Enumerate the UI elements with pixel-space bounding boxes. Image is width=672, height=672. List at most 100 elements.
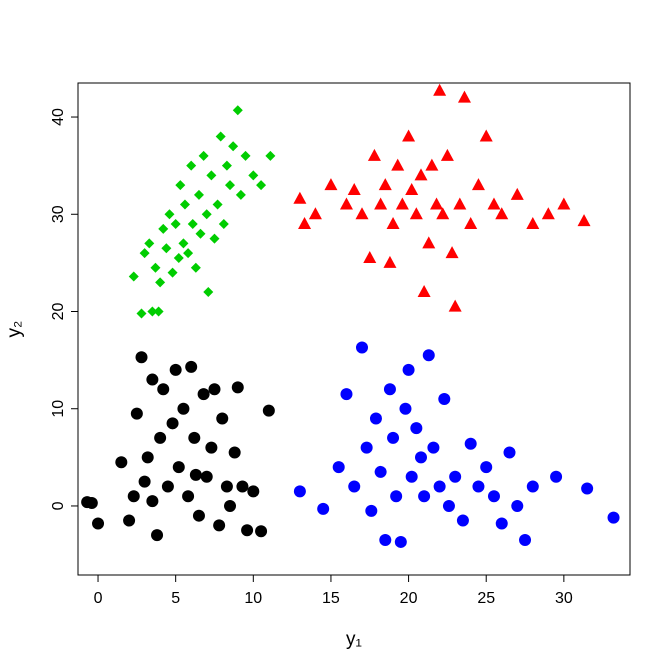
point [115, 456, 128, 469]
point [225, 180, 236, 191]
point [187, 218, 198, 229]
point [480, 461, 493, 474]
point [374, 465, 387, 478]
point [581, 482, 594, 495]
y-tick-label: 30 [50, 205, 67, 223]
point [231, 381, 244, 394]
point [232, 105, 243, 116]
point [170, 218, 181, 229]
x-tick-label: 20 [400, 590, 418, 607]
point [186, 160, 197, 171]
point [150, 262, 161, 273]
point [166, 417, 179, 430]
point [472, 480, 485, 493]
point [383, 383, 396, 396]
point [128, 271, 139, 282]
point [85, 497, 98, 510]
point [146, 495, 159, 508]
point [151, 529, 164, 542]
point [383, 255, 397, 268]
point [347, 182, 361, 195]
point [224, 499, 237, 512]
point [293, 191, 307, 204]
point [183, 248, 194, 259]
point [487, 197, 501, 210]
point [208, 383, 221, 396]
point [526, 216, 540, 229]
point [430, 197, 444, 210]
point [247, 485, 260, 498]
point [209, 233, 220, 244]
point [175, 180, 186, 191]
point [422, 236, 436, 249]
point [155, 277, 166, 288]
point [379, 533, 392, 546]
point [367, 148, 381, 161]
point [607, 511, 620, 524]
point [192, 509, 205, 522]
point [262, 404, 275, 417]
plot-frame [77, 82, 631, 576]
point [453, 197, 467, 210]
point [203, 287, 214, 298]
point [442, 499, 455, 512]
point [228, 141, 239, 152]
point [123, 514, 136, 527]
point [298, 216, 312, 229]
point [212, 199, 223, 210]
y-tick-label: 40 [50, 108, 67, 126]
point [402, 363, 415, 376]
point [526, 480, 539, 493]
point [456, 514, 469, 527]
point [205, 441, 218, 454]
point [438, 393, 451, 406]
point [144, 238, 155, 249]
point [241, 524, 254, 537]
point [157, 383, 170, 396]
point [405, 470, 418, 483]
point [179, 199, 190, 210]
y-tick-label: 0 [50, 501, 67, 510]
point [394, 535, 407, 548]
point [410, 422, 423, 435]
point [154, 431, 167, 444]
point [541, 207, 555, 220]
point [216, 412, 229, 425]
point [487, 490, 500, 503]
point [188, 431, 201, 444]
point [479, 129, 493, 142]
point [457, 90, 471, 103]
point [417, 285, 431, 298]
y-tick-label: 10 [50, 400, 67, 418]
point [519, 533, 532, 546]
point [374, 197, 388, 210]
point [503, 446, 516, 459]
point [265, 150, 276, 161]
point [218, 218, 229, 229]
point [324, 178, 338, 191]
point [425, 158, 439, 171]
point [448, 299, 462, 312]
point [402, 129, 416, 142]
point [418, 490, 431, 503]
point [235, 189, 246, 200]
point [200, 470, 213, 483]
point [185, 360, 198, 373]
point [248, 170, 259, 181]
point [387, 431, 400, 444]
x-tick-label: 5 [171, 590, 180, 607]
point [348, 480, 361, 493]
point [415, 451, 428, 464]
point [130, 407, 143, 420]
point [228, 446, 241, 459]
point [147, 306, 158, 317]
point [360, 441, 373, 454]
point [92, 517, 105, 530]
point [193, 189, 204, 200]
point [161, 480, 174, 493]
point [255, 525, 268, 538]
point [386, 216, 400, 229]
point [436, 207, 450, 220]
point [495, 517, 508, 530]
point [127, 490, 140, 503]
